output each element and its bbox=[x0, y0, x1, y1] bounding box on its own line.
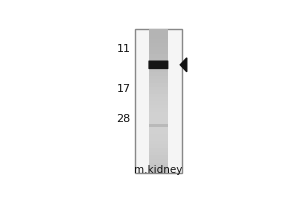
Bar bbox=[149, 36, 168, 39]
Bar bbox=[149, 94, 168, 97]
Text: 11: 11 bbox=[116, 44, 130, 54]
Polygon shape bbox=[180, 58, 187, 72]
Bar bbox=[149, 65, 168, 68]
Bar bbox=[149, 87, 168, 90]
Bar bbox=[149, 144, 168, 148]
FancyBboxPatch shape bbox=[148, 60, 168, 69]
Bar bbox=[149, 68, 168, 72]
Bar bbox=[149, 90, 168, 94]
Bar bbox=[149, 29, 168, 32]
Bar bbox=[149, 50, 168, 54]
Bar bbox=[149, 155, 168, 159]
Bar bbox=[149, 72, 168, 76]
Bar bbox=[149, 159, 168, 163]
Text: 17: 17 bbox=[116, 84, 130, 94]
Bar bbox=[149, 61, 168, 65]
Text: m.kidney: m.kidney bbox=[134, 165, 183, 175]
Bar bbox=[149, 108, 168, 112]
Bar bbox=[149, 47, 168, 50]
Text: 28: 28 bbox=[116, 114, 130, 124]
Bar bbox=[149, 54, 168, 58]
Bar bbox=[149, 166, 168, 170]
Bar bbox=[149, 97, 168, 101]
Bar bbox=[149, 137, 168, 141]
Bar bbox=[149, 112, 168, 115]
Bar bbox=[149, 76, 168, 79]
Bar bbox=[149, 32, 168, 36]
Bar bbox=[149, 134, 168, 137]
Bar bbox=[149, 141, 168, 144]
Bar bbox=[149, 79, 168, 83]
Bar bbox=[149, 119, 168, 123]
Bar bbox=[149, 83, 168, 87]
Bar bbox=[149, 123, 168, 126]
Bar bbox=[149, 43, 168, 47]
Bar bbox=[149, 126, 168, 130]
Bar bbox=[149, 115, 168, 119]
Bar bbox=[149, 130, 168, 134]
Bar bbox=[149, 148, 168, 152]
Bar bbox=[149, 105, 168, 108]
Bar bbox=[149, 163, 168, 166]
Bar bbox=[149, 58, 168, 61]
Bar bbox=[135, 29, 182, 173]
Bar bbox=[149, 39, 168, 43]
Bar bbox=[149, 170, 168, 173]
Bar bbox=[149, 124, 168, 127]
Bar bbox=[149, 101, 168, 105]
Bar bbox=[149, 152, 168, 155]
